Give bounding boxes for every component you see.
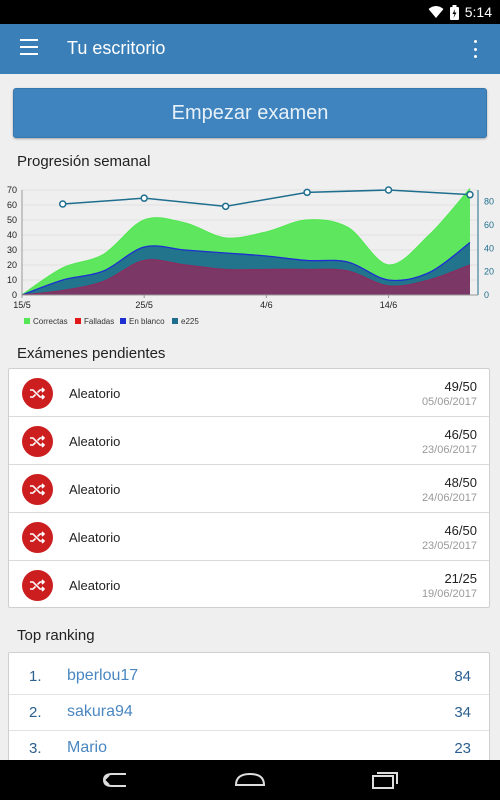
legend-label: En blanco xyxy=(129,317,165,326)
x-axis-tick-label: 14/6 xyxy=(380,300,398,310)
line-point-e225 xyxy=(223,203,229,209)
right-axis-tick-label: 80 xyxy=(484,197,494,207)
weekly-progress-title: Progresión semanal xyxy=(17,153,150,170)
app-bar: Tu escritorio xyxy=(0,24,500,74)
legend-swatch xyxy=(120,318,126,324)
shuffle-icon xyxy=(22,378,53,409)
ranking-username[interactable]: sakura94 xyxy=(67,703,133,721)
ranking-points: 23 xyxy=(454,740,471,757)
left-axis-tick-label: 0 xyxy=(12,290,17,300)
top-ranking-title: Top ranking xyxy=(17,627,95,644)
exam-date: 24/06/2017 xyxy=(422,492,477,504)
left-axis-tick-label: 20 xyxy=(7,260,17,270)
app-title: Tu escritorio xyxy=(67,38,165,59)
ranking-position: 1. xyxy=(29,668,42,685)
exam-date: 23/06/2017 xyxy=(422,444,477,456)
pending-exams-list: Aleatorio 49/50 05/06/2017 Aleatorio 46/… xyxy=(8,368,490,608)
wifi-icon xyxy=(428,5,444,19)
legend-swatch xyxy=(172,318,178,324)
exam-row[interactable]: Aleatorio 48/50 24/06/2017 xyxy=(9,465,489,513)
recent-apps-icon[interactable] xyxy=(365,768,405,792)
left-axis-tick-label: 10 xyxy=(7,275,17,285)
exam-score: 49/50 xyxy=(444,379,477,394)
x-axis-tick-label: 15/5 xyxy=(13,300,31,310)
exam-row[interactable]: Aleatorio 49/50 05/06/2017 xyxy=(9,369,489,417)
line-point-e225 xyxy=(467,192,473,198)
shuffle-icon xyxy=(22,522,53,553)
line-point-e225 xyxy=(60,201,66,207)
exam-row[interactable]: Aleatorio 46/50 23/05/2017 xyxy=(9,513,489,561)
line-series-e225 xyxy=(63,190,470,206)
ranking-username[interactable]: Mario xyxy=(67,739,107,757)
status-time: 5:14 xyxy=(465,4,492,20)
home-icon[interactable] xyxy=(230,768,270,792)
x-axis-tick-label: 25/5 xyxy=(135,300,153,310)
left-axis-tick-label: 30 xyxy=(7,245,17,255)
shuffle-icon xyxy=(22,426,53,457)
status-icons: 5:14 xyxy=(428,3,492,21)
exam-score: 48/50 xyxy=(444,475,477,490)
left-axis-tick-label: 60 xyxy=(7,200,17,210)
exam-name: Aleatorio xyxy=(69,482,120,497)
exam-score: 46/50 xyxy=(444,523,477,538)
x-axis-tick-label: 4/6 xyxy=(260,300,273,310)
pending-exams-title: Exámenes pendientes xyxy=(17,345,165,362)
exam-name: Aleatorio xyxy=(69,386,120,401)
exam-name: Aleatorio xyxy=(69,578,120,593)
exam-score: 21/25 xyxy=(444,571,477,586)
ranking-points: 34 xyxy=(454,704,471,721)
ranking-row[interactable]: 3. Mario 23 xyxy=(9,731,489,760)
battery-icon xyxy=(450,5,459,20)
ranking-points: 84 xyxy=(454,668,471,685)
exam-date: 19/06/2017 xyxy=(422,588,477,600)
exam-name: Aleatorio xyxy=(69,530,120,545)
legend-label: Correctas xyxy=(33,317,68,326)
legend-swatch xyxy=(75,318,81,324)
right-axis-tick-label: 0 xyxy=(484,290,489,300)
top-ranking-list: 1. bperlou17 84 2. sakura94 34 3. Mario … xyxy=(8,652,490,760)
ranking-position: 3. xyxy=(29,740,42,757)
exam-date: 05/06/2017 xyxy=(422,396,477,408)
menu-icon[interactable] xyxy=(20,39,40,59)
legend-swatch xyxy=(24,318,30,324)
ranking-position: 2. xyxy=(29,704,42,721)
system-nav-bar xyxy=(0,760,500,800)
exam-name: Aleatorio xyxy=(69,434,120,449)
exam-row[interactable]: Aleatorio 46/50 23/06/2017 xyxy=(9,417,489,465)
weekly-progress-chart: 0 10 20 30 40 50 60 70 0 20 40 60 80 15/5 25/5 4/6 14/6 … xyxy=(0,178,500,333)
legend-label: e225 xyxy=(181,317,199,326)
right-axis-tick-label: 40 xyxy=(484,243,494,253)
line-point-e225 xyxy=(304,189,310,195)
legend-label: Falladas xyxy=(84,317,114,326)
status-bar: 5:14 xyxy=(0,0,500,24)
left-axis-tick-label: 70 xyxy=(7,185,17,195)
line-point-e225 xyxy=(141,195,147,201)
exam-score: 46/50 xyxy=(444,427,477,442)
ranking-row[interactable]: 1. bperlou17 84 xyxy=(9,659,489,695)
right-axis-tick-label: 20 xyxy=(484,267,494,277)
shuffle-icon xyxy=(22,474,53,505)
exam-row[interactable]: Aleatorio 21/25 19/06/2017 xyxy=(9,561,489,609)
start-exam-button[interactable]: Empezar examen xyxy=(13,88,487,138)
back-icon[interactable] xyxy=(95,768,135,792)
left-axis-tick-label: 50 xyxy=(7,215,17,225)
line-point-e225 xyxy=(386,187,392,193)
shuffle-icon xyxy=(22,570,53,601)
ranking-row[interactable]: 2. sakura94 34 xyxy=(9,695,489,731)
right-axis-tick-label: 60 xyxy=(484,220,494,230)
exam-date: 23/05/2017 xyxy=(422,540,477,552)
left-axis-tick-label: 40 xyxy=(7,230,17,240)
overflow-menu-icon[interactable] xyxy=(472,40,478,58)
ranking-username[interactable]: bperlou17 xyxy=(67,667,138,685)
